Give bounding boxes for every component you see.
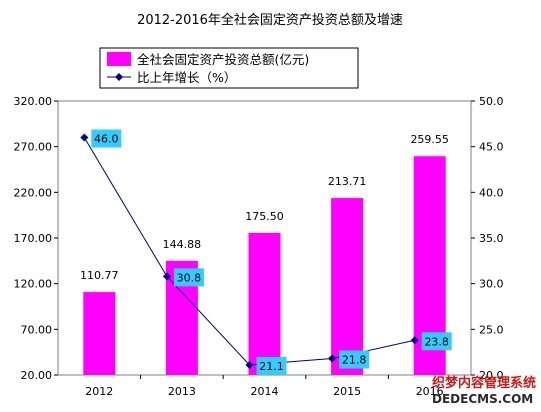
- left-tick-label: 70.00: [21, 323, 53, 336]
- right-tick-label: 45.0: [479, 141, 504, 154]
- left-tick-label: 170.00: [14, 232, 53, 245]
- x-tick-label: 2016: [416, 385, 444, 398]
- line-label-box: [173, 268, 204, 287]
- bar: [331, 198, 364, 375]
- right-tick-label: 35.0: [479, 232, 504, 245]
- x-axis: 2012 2013 2014 2015 2016: [85, 375, 444, 398]
- x-tick-label: 2012: [85, 385, 113, 398]
- left-axis: 20.00 70.00 120.00 170.00 220.00 270.00 320.00: [14, 95, 58, 382]
- x-tick-label: 2015: [333, 385, 361, 398]
- watermark-line1: 织梦内容管理系统: [432, 375, 536, 391]
- right-tick-label: 40.0: [479, 186, 504, 199]
- line-marker: [245, 360, 254, 369]
- right-tick-label: 20.0: [479, 369, 504, 382]
- right-tick-label: 50.0: [479, 95, 504, 108]
- line-marker: [410, 336, 419, 345]
- bar-value-label: 213.71: [328, 175, 367, 188]
- x-tick-label: 2014: [251, 385, 279, 398]
- legend-line-label: 比上年增长（%）: [137, 70, 236, 85]
- bar-value-label: 110.77: [80, 269, 119, 282]
- bar-value-label: 144.88: [163, 238, 202, 251]
- line-label-box: [339, 350, 370, 369]
- line-marker: [162, 272, 171, 281]
- line-value-label: 23.8: [424, 335, 449, 348]
- line-label-box: [256, 356, 287, 375]
- left-tick-label: 20.00: [21, 369, 53, 382]
- bar-series: [83, 156, 446, 375]
- right-axis: 20.0 25.0 30.0 35.0 40.0 45.0 50.0: [471, 95, 504, 382]
- bar-value-label: 175.50: [245, 210, 284, 223]
- line-label-box: [421, 332, 452, 351]
- line-label-box: [91, 129, 122, 148]
- legend-box: [99, 47, 359, 89]
- left-tick-label: 320.00: [14, 95, 53, 108]
- left-tick-label: 220.00: [14, 186, 53, 199]
- line-series: 46.0 30.8 21.1 21.8 23.8: [80, 129, 452, 375]
- legend: 全社会固定资产投资总额(亿元) 比上年增长（%）: [99, 47, 359, 89]
- line-marker: [328, 354, 337, 363]
- bar: [83, 292, 116, 375]
- right-tick-label: 25.0: [479, 323, 504, 336]
- legend-bar-swatch: [107, 52, 131, 66]
- bar-value-label: 259.55: [410, 133, 449, 146]
- line-value-label: 21.1: [259, 360, 284, 373]
- chart-title: 2012-2016年全社会固定资产投资总额及增速: [137, 12, 403, 28]
- bar: [248, 232, 281, 375]
- legend-bar-label: 全社会固定资产投资总额(亿元): [137, 52, 309, 67]
- watermark-line2: DEDECMS.COM: [432, 392, 533, 406]
- legend-line-marker: [115, 73, 123, 81]
- left-tick-label: 270.00: [14, 141, 53, 154]
- left-tick-label: 120.00: [14, 278, 53, 291]
- watermark: 织梦内容管理系统 DEDECMS.COM: [432, 375, 536, 406]
- line-value-label: 21.8: [342, 354, 367, 367]
- bar-labels: 110.77 144.88 175.50 213.71 259.55: [80, 133, 449, 282]
- line-marker: [80, 133, 89, 142]
- line-value-label: 46.0: [94, 133, 119, 146]
- line-value-label: 30.8: [177, 271, 202, 284]
- x-tick-label: 2013: [168, 385, 196, 398]
- right-tick-label: 30.0: [479, 278, 504, 291]
